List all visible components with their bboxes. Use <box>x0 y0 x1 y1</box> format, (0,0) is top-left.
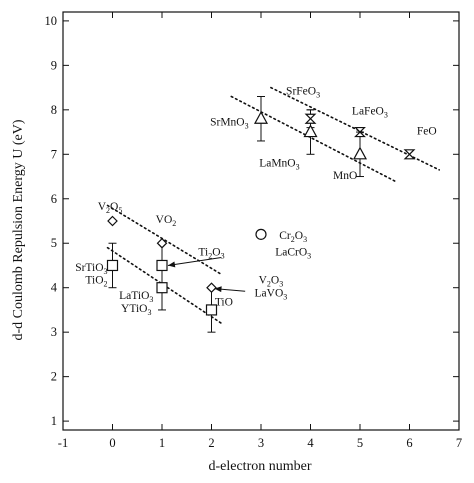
label-v2o5: V2O5 <box>98 201 123 215</box>
marker-mno <box>352 146 368 160</box>
x-tick-label: 3 <box>258 436 264 450</box>
marker-ti2o3 <box>156 259 168 272</box>
label-lavo3: LaVO3 <box>255 288 288 302</box>
marker-vo2 <box>156 237 168 249</box>
y-tick-label: 1 <box>51 414 57 428</box>
y-tick-label: 5 <box>51 236 57 250</box>
x-axis-label: d-electron number <box>208 459 311 474</box>
x-tick-label: -1 <box>58 436 68 450</box>
label-mno: MnO <box>333 170 357 182</box>
plot-border <box>62 11 460 431</box>
axis-ticks: -1 0 1 2 3 4 5 6 7 1 2 3 4 5 6 7 8 9 10 <box>45 12 462 450</box>
y-tick-label: 9 <box>51 58 57 72</box>
y-tick-label: 2 <box>51 370 57 384</box>
label-ti2o3: Ti2O3 <box>198 247 224 261</box>
label-v2o3: V2O3 <box>259 274 284 288</box>
y-tick-label: 3 <box>51 325 57 339</box>
x-tick-label: 1 <box>159 436 165 450</box>
marker-srfeo3 <box>304 113 317 124</box>
label-feo: FeO <box>417 125 437 137</box>
label-lacro3: LaCrO3 <box>275 247 311 261</box>
marker-v2o5 <box>107 215 118 227</box>
marker-tio <box>205 304 218 316</box>
data-markers <box>106 110 416 316</box>
x-tick-label: 7 <box>456 436 462 450</box>
arrow-ti2o3 <box>167 256 222 266</box>
x-tick-label: 5 <box>357 436 363 450</box>
x-tick-label: 2 <box>208 436 214 450</box>
y-tick-label: 4 <box>51 281 58 295</box>
y-axis-label: d-d Coulomb Repulsion Energy U (eV) <box>11 119 26 340</box>
trend-line <box>230 95 396 182</box>
label-latio3: LaTiO3 <box>119 290 153 304</box>
label-tio: TiO <box>215 296 233 308</box>
label-cr2o3: Cr2O3 <box>279 230 307 244</box>
arrow-lavo3-head <box>214 286 222 293</box>
marker-latio3 <box>156 282 168 294</box>
label-srmno3: SrMnO3 <box>210 116 249 130</box>
annotation-arrows <box>167 256 246 293</box>
y-tick-label: 10 <box>45 14 58 28</box>
label-lamno3: LaMnO3 <box>259 158 299 172</box>
marker-cr2o3 <box>255 228 267 240</box>
y-tick-label: 6 <box>51 192 57 206</box>
marker-lafeo3 <box>354 126 366 138</box>
arrow-ti2o3-head <box>167 261 176 268</box>
marker-srtio3 <box>106 259 119 272</box>
plot-frame <box>62 11 460 431</box>
y-tick-label: 7 <box>51 147 57 161</box>
y-tick-label: 8 <box>51 103 57 117</box>
marker-feo <box>403 149 416 160</box>
trend-line <box>106 204 223 276</box>
x-tick-label: 6 <box>406 436 412 450</box>
marker-v2o3 <box>206 282 217 294</box>
label-ytio3: YTiO3 <box>121 303 151 317</box>
label-vo2: VO2 <box>156 214 177 228</box>
marker-lamno3 <box>303 124 318 138</box>
marker-srmno3 <box>253 110 269 124</box>
label-tio2: TiO2 <box>85 274 107 288</box>
x-tick-label: 4 <box>307 436 314 450</box>
label-srfeo3: SrFeO3 <box>286 85 320 99</box>
label-srtio3: SrTiO3 <box>75 262 107 276</box>
label-lafeo3: LaFeO3 <box>352 105 388 119</box>
x-tick-label: 0 <box>109 436 115 450</box>
